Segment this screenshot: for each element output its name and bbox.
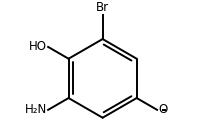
Text: O: O (158, 103, 167, 116)
Text: H₂N: H₂N (25, 103, 47, 116)
Text: Br: Br (96, 1, 109, 14)
Text: HO: HO (29, 40, 47, 53)
